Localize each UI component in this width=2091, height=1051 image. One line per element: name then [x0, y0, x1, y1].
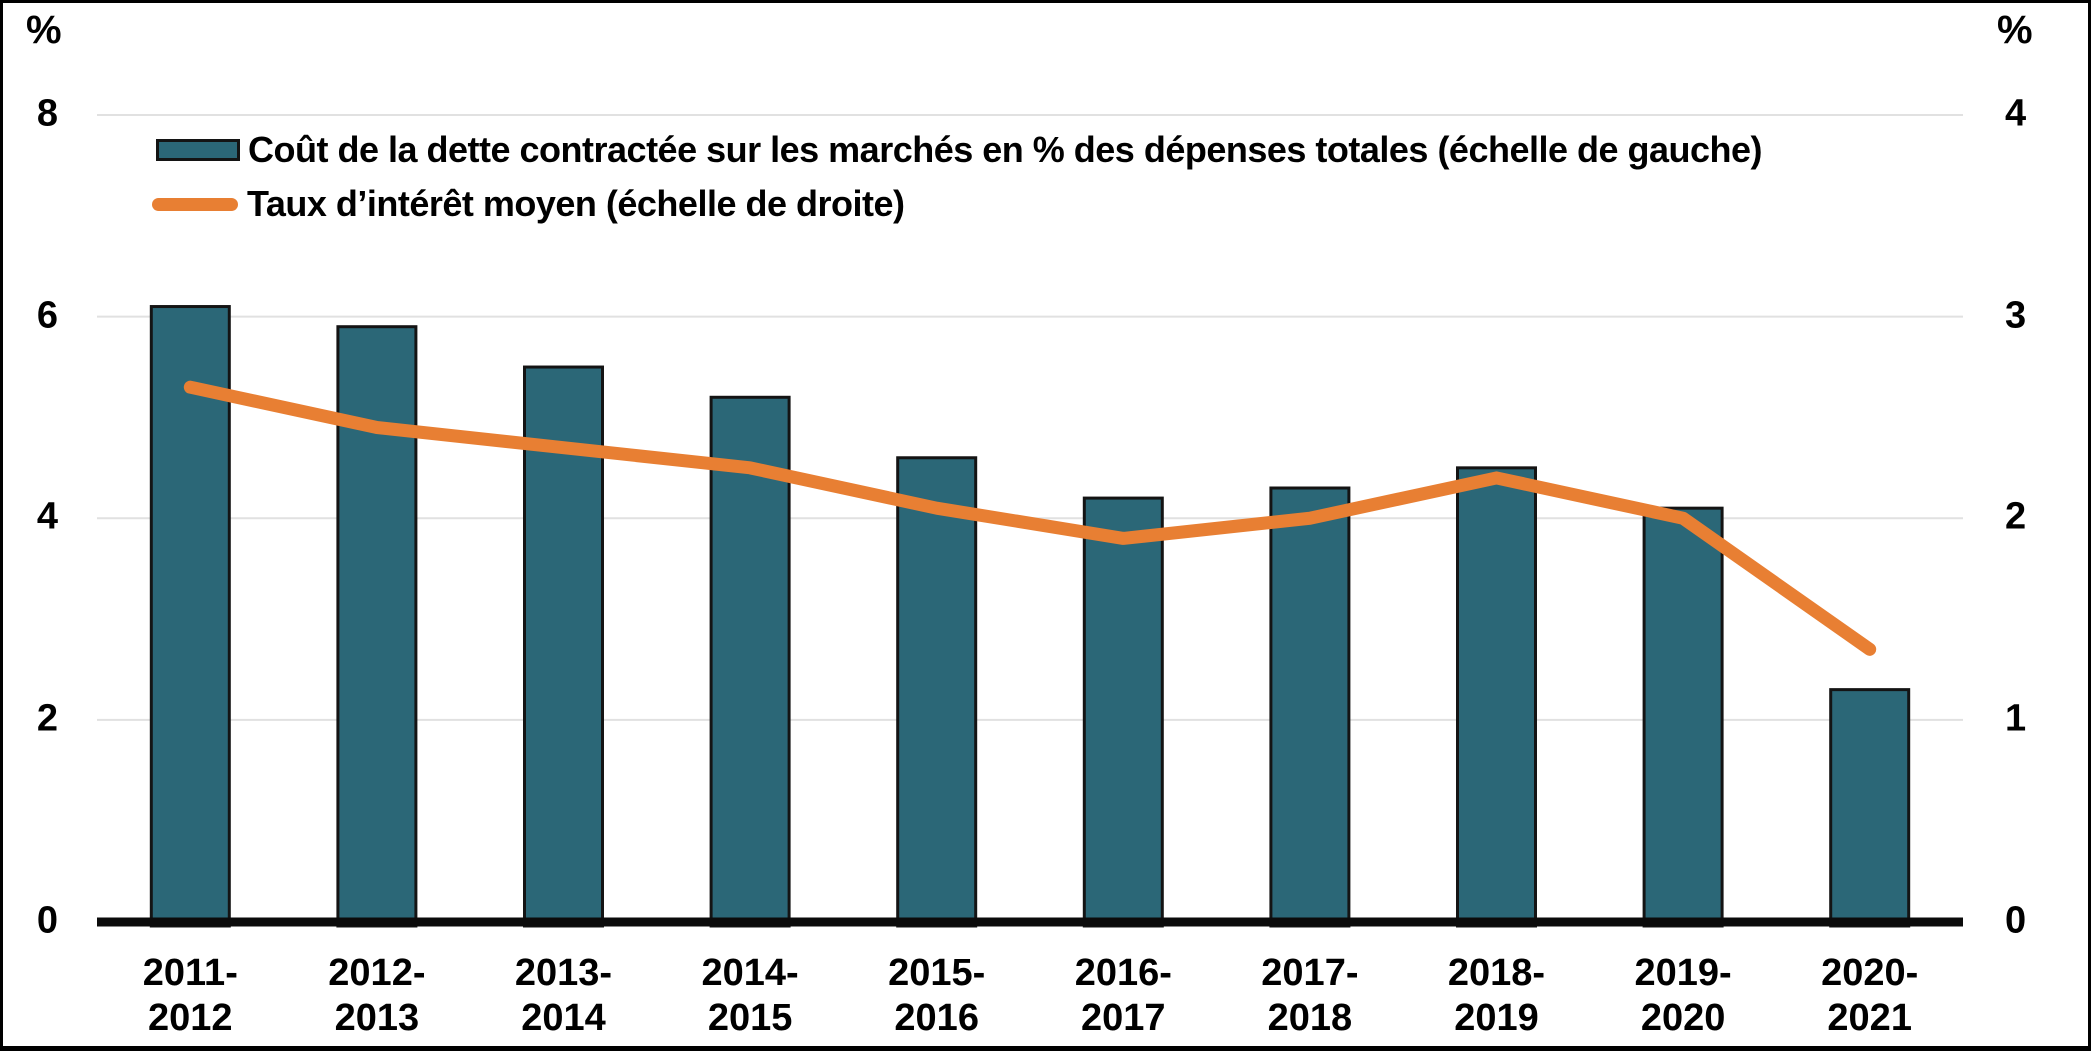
bar [523, 365, 604, 928]
bar [1456, 466, 1537, 928]
legend-bar-swatch [156, 139, 240, 161]
x-axis-label: 2012- 2013 [328, 952, 426, 1039]
bar [1269, 486, 1351, 928]
x-axis-label: 2017- 2018 [1261, 952, 1359, 1039]
right-axis-tick-label: 2 [2005, 495, 2027, 538]
bar [149, 305, 231, 928]
legend-bar-label: Coût de la dette contractée sur les marc… [248, 129, 1763, 170]
right-axis-tick-label: 0 [2005, 899, 2027, 942]
legend-item-line: Taux d’intérêt moyen (échelle de droite) [152, 182, 905, 226]
bar [709, 395, 791, 928]
bar [1829, 688, 1911, 928]
x-axis-label: 2014- 2015 [701, 952, 799, 1039]
x-axis-label: 2011- 2012 [142, 952, 238, 1039]
right-axis-tick-label: 3 [2005, 294, 2027, 337]
left-axis-tick-label: 6 [36, 294, 58, 337]
legend-line-swatch [152, 197, 238, 211]
x-axis-label: 2020- 2021 [1821, 952, 1919, 1039]
right-axis-unit-label: % [1997, 8, 2033, 52]
left-axis-tick-label: 8 [36, 92, 58, 135]
bar [896, 456, 978, 928]
bar [1642, 506, 1724, 928]
x-axis-label: 2018- 2019 [1447, 952, 1546, 1039]
bar [1082, 496, 1164, 928]
interest-rate-line [183, 380, 1877, 656]
legend-item-bar: Coût de la dette contractée sur les marc… [156, 128, 1763, 172]
x-axis-label: 2016- 2017 [1074, 952, 1172, 1039]
right-axis-tick-label: 1 [2005, 697, 2027, 740]
left-axis-tick-label: 0 [36, 899, 58, 942]
left-axis-tick-label: 4 [36, 495, 58, 538]
legend-line-label: Taux d’intérêt moyen (échelle de droite) [247, 183, 905, 224]
x-axis-label: 2019- 2020 [1634, 952, 1732, 1039]
x-axis-label: 2013- 2014 [514, 952, 613, 1039]
left-axis-unit-label: % [26, 8, 62, 52]
left-axis-tick-label: 2 [36, 697, 58, 740]
x-axis-label: 2015- 2016 [888, 952, 986, 1039]
right-axis-tick-label: 4 [2005, 92, 2027, 135]
